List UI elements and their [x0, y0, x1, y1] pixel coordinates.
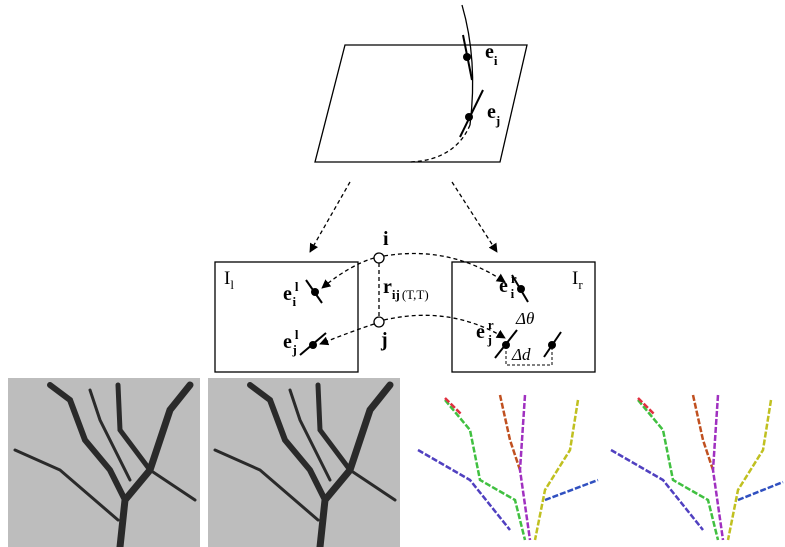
- point: [548, 341, 556, 349]
- points: [309, 53, 556, 349]
- point: [465, 113, 473, 121]
- node-label: i: [383, 228, 389, 250]
- base: e: [485, 41, 494, 63]
- sub: j: [487, 332, 492, 347]
- edge-map: [611, 395, 783, 540]
- sub: l: [230, 277, 234, 292]
- edge-map: [418, 395, 598, 540]
- sub: i: [511, 286, 515, 301]
- sub: ij: [392, 287, 400, 302]
- tangent: [460, 90, 483, 137]
- node-label: j: [380, 329, 388, 351]
- photo: [8, 378, 200, 547]
- diagram: ei ej i j Il Ir rij(T,T) eli elj eri erj…: [0, 0, 785, 547]
- base: e: [283, 283, 292, 305]
- base: e: [283, 331, 292, 353]
- label: Il: [224, 268, 234, 292]
- delta-label: Δθ: [515, 309, 534, 328]
- delta-label: Δd: [511, 345, 531, 364]
- photo: [208, 378, 400, 547]
- node-circle: [374, 317, 384, 327]
- sub: j: [495, 113, 500, 128]
- sub: i: [293, 294, 297, 309]
- left-image: [215, 262, 358, 372]
- sup: r: [488, 317, 494, 332]
- point: [463, 53, 471, 61]
- relation: rij(T,T): [383, 276, 429, 302]
- curve: [462, 5, 473, 125]
- sup: l: [295, 327, 299, 342]
- label: Ir: [572, 268, 583, 292]
- label: ej: [487, 101, 500, 128]
- suffix: (T,T): [402, 287, 429, 302]
- sup: l: [295, 279, 299, 294]
- geometry: [215, 5, 595, 372]
- curve-hidden: [410, 125, 470, 162]
- sup: r: [511, 271, 517, 286]
- arrow: [452, 182, 497, 252]
- base: r: [383, 276, 392, 298]
- sub: i: [494, 53, 498, 68]
- sub: r: [578, 277, 583, 292]
- arrow: [320, 324, 374, 344]
- base: e: [487, 101, 496, 123]
- point: [309, 341, 317, 349]
- point: [311, 288, 319, 296]
- arrow: [384, 253, 505, 282]
- node-circle: [374, 253, 384, 263]
- sub: j: [292, 342, 297, 357]
- point: [502, 341, 510, 349]
- point: [517, 285, 525, 293]
- base: e: [476, 321, 485, 343]
- arrow: [310, 182, 350, 252]
- base: e: [499, 275, 508, 297]
